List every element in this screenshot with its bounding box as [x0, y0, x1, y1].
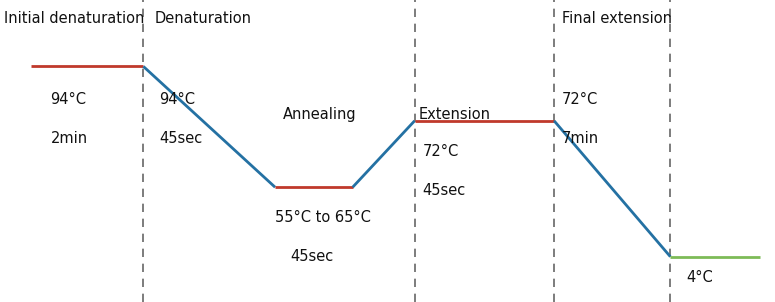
Text: 72°C: 72°C	[562, 92, 598, 107]
Text: 55°C to 65°C: 55°C to 65°C	[275, 210, 371, 225]
Text: 45sec: 45sec	[159, 131, 202, 146]
Text: 7min: 7min	[562, 131, 599, 146]
Text: 2min: 2min	[50, 131, 88, 146]
Text: Final extension: Final extension	[562, 11, 672, 26]
Text: 45sec: 45sec	[291, 249, 334, 264]
Text: Extension: Extension	[418, 107, 491, 122]
Text: Annealing: Annealing	[283, 107, 356, 122]
Text: Initial denaturation: Initial denaturation	[4, 11, 144, 26]
Text: 94°C: 94°C	[50, 92, 86, 107]
Text: 45sec: 45sec	[422, 183, 466, 198]
Text: 72°C: 72°C	[422, 143, 459, 159]
Text: 94°C: 94°C	[159, 92, 195, 107]
Text: 4°C: 4°C	[686, 270, 713, 285]
Text: Denaturation: Denaturation	[155, 11, 252, 26]
